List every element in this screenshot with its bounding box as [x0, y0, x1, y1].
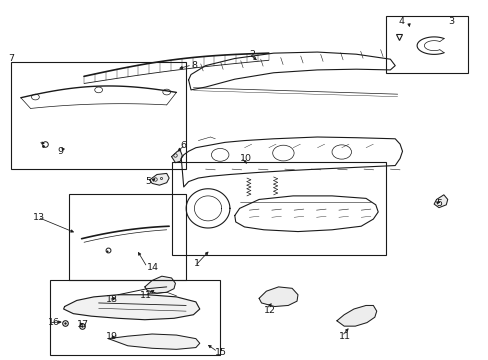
Text: 11: 11 [339, 332, 350, 341]
Bar [11, 62, 186, 169]
Polygon shape [108, 334, 200, 349]
Polygon shape [433, 195, 447, 208]
Text: 5: 5 [144, 177, 150, 186]
Text: 2: 2 [249, 50, 255, 59]
Text: 13: 13 [33, 213, 45, 222]
Text: 4: 4 [398, 17, 404, 26]
Text: 3: 3 [448, 17, 454, 26]
Polygon shape [336, 305, 376, 326]
Bar [171, 162, 385, 255]
Text: 7: 7 [9, 54, 15, 63]
Text: 1: 1 [193, 259, 199, 268]
Polygon shape [171, 150, 182, 163]
Text: 18: 18 [106, 295, 118, 304]
Text: 17: 17 [77, 320, 88, 329]
Text: 11: 11 [140, 291, 152, 300]
Text: 8: 8 [191, 61, 197, 70]
Text: 9: 9 [57, 147, 63, 156]
Text: 12: 12 [264, 306, 275, 315]
Text: 16: 16 [47, 318, 60, 327]
Bar [50, 280, 220, 355]
Polygon shape [149, 174, 169, 185]
Polygon shape [144, 276, 175, 293]
Text: 15: 15 [215, 348, 227, 357]
Polygon shape [63, 295, 200, 320]
Text: 10: 10 [239, 154, 251, 163]
Polygon shape [259, 287, 297, 306]
Bar [385, 16, 467, 73]
Text: 14: 14 [147, 263, 159, 272]
Text: 5: 5 [436, 198, 442, 207]
Bar [69, 194, 186, 280]
Text: 19: 19 [106, 332, 118, 341]
Text: 6: 6 [180, 141, 186, 150]
